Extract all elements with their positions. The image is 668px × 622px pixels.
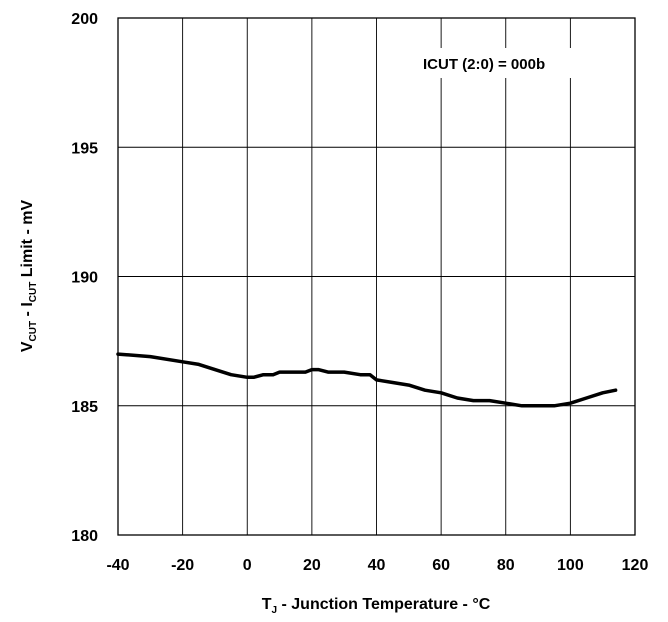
- x-tick-labels: -40 -20 0 20 40 60 80 100 120: [106, 557, 648, 574]
- annotation: ICUT (2:0) = 000b: [423, 56, 545, 73]
- series-line: [116, 352, 618, 408]
- plot-frame: [117, 17, 636, 536]
- annotation-box: [420, 48, 618, 78]
- y-tick-label: 200: [71, 11, 98, 28]
- x-tick-label: 0: [243, 557, 252, 574]
- y-tick-label: 190: [71, 270, 98, 287]
- x-tick-label: 60: [432, 557, 450, 574]
- x-tick-label: 100: [557, 557, 584, 574]
- x-tick-label: 40: [368, 557, 386, 574]
- x-axis-title: TJ - Junction Temperature - °C: [262, 596, 491, 616]
- y-tick-label: 180: [71, 528, 98, 545]
- y-tick-label: 195: [71, 140, 98, 157]
- y-axis-title: VCUT - ICUT Limit - mV: [19, 200, 39, 353]
- y-tick-label: 185: [71, 399, 98, 416]
- x-tick-label: -20: [171, 557, 194, 574]
- y-tick-labels: 180 185 190 195 200: [71, 11, 98, 545]
- x-tick-label: 20: [303, 557, 321, 574]
- x-tick-label: 80: [497, 557, 515, 574]
- grid: [118, 18, 635, 535]
- x-tick-label: -40: [106, 557, 129, 574]
- x-tick-label: 120: [622, 557, 649, 574]
